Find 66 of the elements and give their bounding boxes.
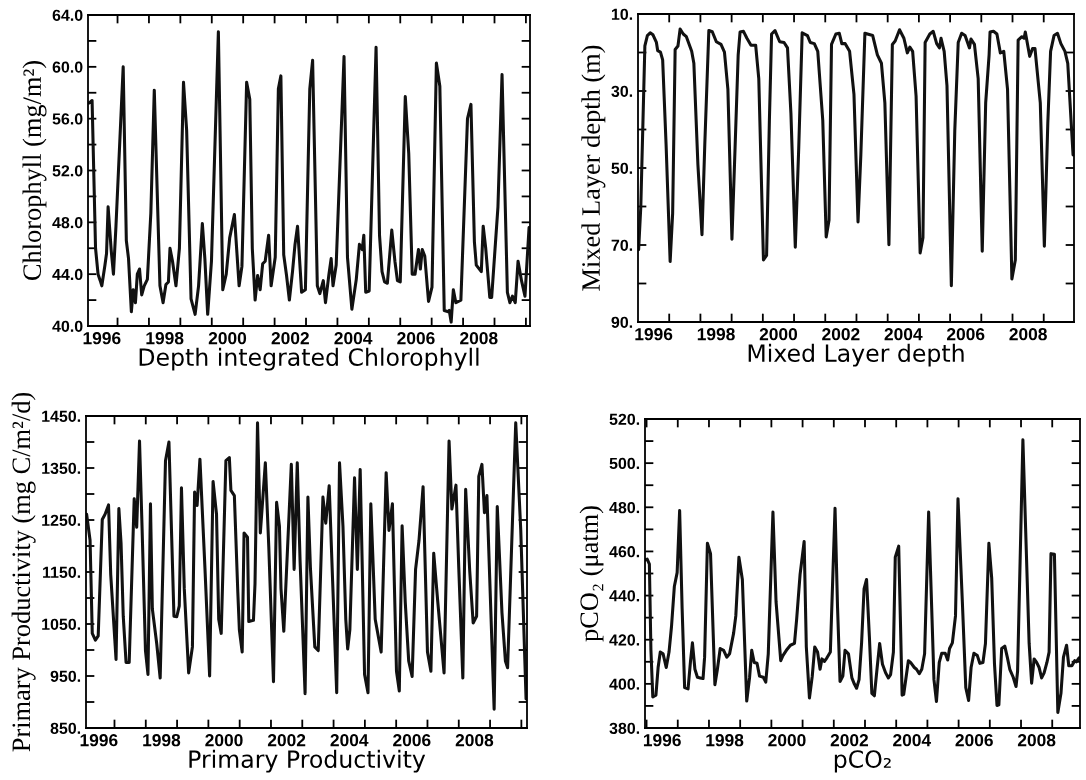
x-axis-title: Mixed Layer depth xyxy=(748,343,964,367)
y-tick-label: 1050. xyxy=(42,618,81,630)
x-tick-label: 2002 xyxy=(822,328,860,341)
y-tick-label: 44.0 xyxy=(52,268,83,281)
y-tick-label: 1250. xyxy=(42,514,81,526)
x-tick-label: 2000 xyxy=(759,328,798,341)
y-tick-label: 460. xyxy=(609,546,640,558)
y-tick-label: 30. xyxy=(611,85,633,97)
x-tick-label: 2008 xyxy=(1017,734,1056,747)
x-tick-label: 1996 xyxy=(635,328,673,341)
x-tick-label: 2008 xyxy=(460,332,498,345)
line-series xyxy=(638,27,1074,288)
x-tick-label: 2006 xyxy=(955,734,993,747)
y-tick-label: 480. xyxy=(609,501,640,514)
y-tick-label: 1150. xyxy=(43,566,81,578)
x-tick-label: 2000 xyxy=(208,332,247,345)
y-tick-label: 950. xyxy=(50,670,81,682)
y-tick-label: 850. xyxy=(50,722,81,734)
y-tick-label: 70. xyxy=(611,239,633,251)
y-tick-label: 520. xyxy=(609,413,640,425)
y-tick-label: 64.0 xyxy=(52,9,83,21)
y-tick-label: 1450. xyxy=(42,410,81,422)
y-tick-label: 48.0 xyxy=(52,216,83,229)
line-series xyxy=(645,438,1080,715)
y-tick-label: 10. xyxy=(611,8,633,20)
y-tick-label: 90. xyxy=(611,316,633,328)
x-tick-label: 1998 xyxy=(143,734,181,747)
x-tick-label: 1996 xyxy=(83,332,121,345)
x-axis-title: Depth integrated Chlorophyll xyxy=(139,347,479,371)
x-tick-label: 2006 xyxy=(393,734,431,747)
line-series xyxy=(86,421,527,711)
y-tick-label: 420. xyxy=(609,634,640,646)
y-tick-label: 56.0 xyxy=(52,113,83,125)
x-tick-label: 1998 xyxy=(697,328,735,341)
x-axis-title: pCO₂ xyxy=(834,750,891,773)
y-axis-title: Mixed Layer depth (m) xyxy=(581,45,606,291)
x-tick-label: 2006 xyxy=(397,332,435,345)
y-tick-label: 52.0 xyxy=(52,165,83,177)
y-tick-label: 440. xyxy=(609,590,640,602)
y-axis-title: Primary Productivity (mg C/m²/d) xyxy=(11,392,36,752)
y-tick-label: 40.0 xyxy=(52,320,83,332)
x-tick-label: 2008 xyxy=(455,734,494,747)
x-tick-label: 1998 xyxy=(146,332,184,345)
x-tick-label: 2000 xyxy=(768,734,806,747)
x-tick-label: 2002 xyxy=(271,332,309,345)
x-tick-label: 2004 xyxy=(330,734,369,747)
x-axis-title: Primary Productivity xyxy=(189,749,426,773)
y-axis-title: pCO₂ (μatm) xyxy=(579,506,604,642)
y-tick-label: 380. xyxy=(609,722,640,734)
y-tick-label: 50. xyxy=(611,162,633,174)
x-tick-label: 2004 xyxy=(334,332,373,345)
x-tick-label: 1996 xyxy=(80,734,118,747)
y-tick-label: 500. xyxy=(609,457,640,470)
y-axis-title: Chlorophyll (mg/m²) xyxy=(22,61,47,281)
x-tick-label: 2002 xyxy=(267,734,306,747)
x-tick-label: 2006 xyxy=(947,328,985,341)
y-tick-label: 400. xyxy=(609,678,640,690)
x-tick-label: 1998 xyxy=(706,734,744,747)
x-tick-label: 1996 xyxy=(643,734,681,747)
x-tick-label: 2002 xyxy=(830,734,869,747)
x-tick-label: 2004 xyxy=(884,328,923,341)
x-tick-label: 2004 xyxy=(893,734,932,747)
x-tick-label: 2000 xyxy=(205,734,243,747)
x-tick-label: 2008 xyxy=(1009,328,1047,341)
y-tick-label: 1350. xyxy=(42,462,81,474)
y-tick-label: 60.0 xyxy=(52,61,83,73)
